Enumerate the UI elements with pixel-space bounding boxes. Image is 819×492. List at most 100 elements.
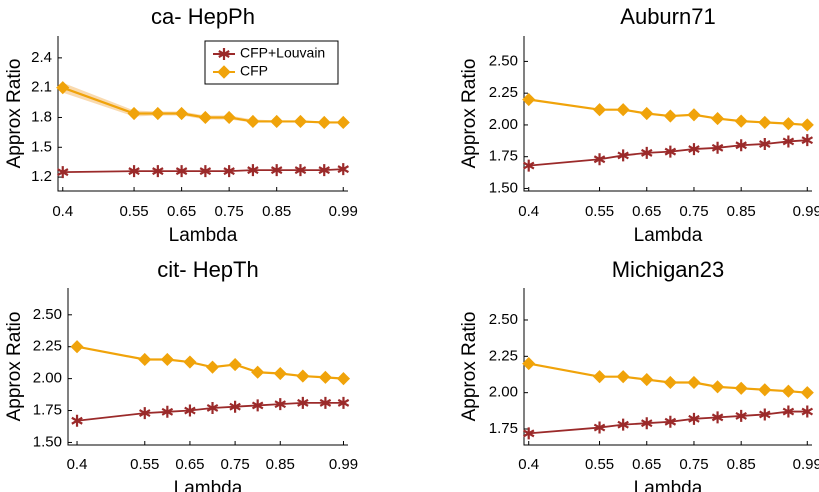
data-point (251, 365, 265, 379)
data-point (781, 117, 795, 131)
data-point (688, 143, 700, 156)
data-point (687, 108, 701, 122)
data-point (616, 370, 630, 384)
y-tick-label: 1.8 (31, 108, 52, 125)
data-point (337, 163, 349, 176)
series-cfp (70, 340, 351, 386)
data-point (56, 81, 70, 95)
x-axis-label: Lambda (634, 478, 703, 492)
data-point (800, 386, 814, 400)
series-cfp-louvain (522, 134, 814, 172)
data-point (664, 415, 677, 428)
data-point (522, 92, 536, 107)
data-point (640, 373, 654, 387)
data-point (198, 110, 212, 125)
data-point (664, 145, 677, 158)
data-point (782, 135, 795, 148)
data-point (711, 112, 725, 126)
y-tick-label: 2.25 (489, 347, 518, 364)
data-point (318, 164, 330, 177)
x-tick-label: 0.75 (679, 456, 708, 473)
data-point (228, 358, 242, 372)
y-tick-label: 2.25 (33, 338, 62, 355)
data-point (151, 106, 165, 121)
data-point (152, 165, 164, 178)
series-cfp (522, 92, 814, 132)
y-axis-label: Approx Ratio (459, 59, 480, 169)
y-tick-label: 1.5 (31, 138, 52, 155)
chart-panel-1: ca- HepPh 1.2 1.5 1.8 2.1 2.4 0.4 0.55 0.65 0.75 0… (4, 4, 358, 246)
data-point (336, 372, 351, 386)
data-point (246, 114, 260, 129)
y-tick-label: 2.4 (31, 49, 52, 66)
data-point (293, 114, 308, 129)
y-tick-label: 2.25 (489, 84, 518, 101)
series-cfp-louvain (522, 405, 814, 440)
legend-box (204, 40, 339, 85)
chart-title: Michigan23 (612, 257, 725, 282)
data-point (617, 149, 629, 162)
y-axis-label: Approx Ratio (459, 312, 480, 422)
data-point (735, 409, 747, 422)
data-point (759, 408, 771, 421)
x-axis-label: Lambda (634, 225, 703, 246)
legend-item-cfp: CFP (213, 63, 268, 79)
data-point (522, 427, 535, 440)
data-point (160, 352, 174, 367)
data-point (711, 380, 725, 394)
x-tick-label: 0.55 (585, 456, 614, 473)
y-tick-label: 1.50 (489, 179, 518, 196)
x-tick-label: 0.55 (585, 203, 614, 220)
series-cfp-louvain (71, 396, 350, 427)
series-cfp (522, 357, 814, 400)
x-tick-label: 0.55 (119, 203, 148, 220)
y-tick-label: 2.00 (489, 384, 518, 401)
data-point (317, 115, 331, 130)
data-point (297, 396, 309, 409)
legend-label: CFP+Louvain (240, 45, 325, 61)
series-cfp (56, 81, 350, 130)
x-tick-label: 0.65 (175, 456, 204, 473)
x-axis-label: Lambda (174, 478, 243, 492)
data-point (735, 139, 747, 152)
legend-item-cfp-louvain: CFP+Louvain (213, 45, 325, 61)
y-tick-label: 2.50 (489, 311, 518, 328)
data-point (127, 106, 141, 121)
data-point (183, 355, 197, 369)
y-axis-label: Approx Ratio (4, 312, 25, 422)
data-point (663, 109, 677, 123)
data-point (274, 398, 287, 411)
data-point (781, 384, 795, 398)
data-point (270, 114, 284, 129)
y-tick-label: 1.75 (33, 402, 62, 419)
data-point (199, 165, 212, 178)
data-point (128, 165, 140, 178)
data-point (251, 399, 264, 412)
y-tick-label: 2.00 (33, 370, 62, 387)
x-tick-label: 0.75 (220, 456, 249, 473)
data-point (688, 412, 700, 425)
data-point (161, 405, 174, 418)
chart-panel-4: Michigan23 1.75 2.00 2.25 2.50 0.4 0.55 0.65 0.7… (459, 257, 819, 492)
data-point (223, 165, 235, 178)
data-point (800, 118, 814, 132)
y-tick-label: 1.75 (489, 148, 518, 165)
data-point (734, 114, 748, 128)
legend-marker (218, 48, 230, 60)
x-tick-label: 0.65 (632, 456, 661, 473)
legend-marker (217, 65, 231, 79)
data-point (592, 103, 607, 117)
y-tick-label: 2.50 (33, 306, 62, 323)
data-point (617, 418, 629, 431)
x-tick-label: 0.99 (793, 456, 819, 473)
data-point (758, 115, 772, 129)
data-point (758, 383, 772, 397)
data-point (759, 137, 771, 150)
data-point (522, 159, 535, 172)
data-point (593, 421, 606, 434)
x-tick-label: 0.85 (727, 203, 756, 220)
data-point (222, 110, 236, 125)
data-point (296, 369, 310, 383)
data-point (247, 164, 259, 177)
